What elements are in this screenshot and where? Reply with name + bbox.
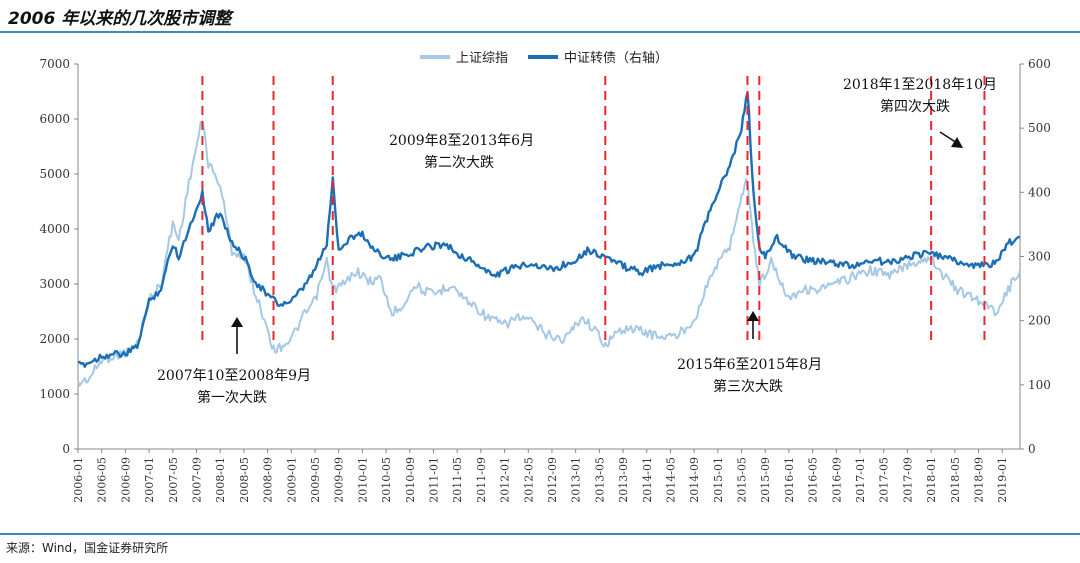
x-tick-label: 2014-05 xyxy=(664,457,677,503)
annotation-1-arrowhead xyxy=(231,317,243,327)
x-tick-label: 2009-01 xyxy=(285,457,298,503)
y-right-tick-label: 600 xyxy=(1028,57,1051,71)
x-tick-label: 2006-01 xyxy=(72,457,85,503)
x-tick-label: 2007-09 xyxy=(190,457,203,503)
annotation-1-line-2: 第一次大跌 xyxy=(197,389,267,406)
x-tick-label: 2015-09 xyxy=(759,457,772,503)
x-tick-label: 2012-09 xyxy=(546,457,559,503)
y-left-tick-label: 3000 xyxy=(39,277,70,291)
x-tick-label: 2009-09 xyxy=(333,457,346,503)
y-left-tick-label: 0 xyxy=(62,442,70,456)
chart: 0 1000 2000 3000 4000 5000 6000 7000 0 100 200 300 4… xyxy=(39,51,1050,503)
y-left-tick-label: 7000 xyxy=(39,57,70,71)
annotation-4-arrow xyxy=(939,131,958,144)
period-markers xyxy=(201,76,986,344)
legend-label-shanghai: 上证综指 xyxy=(456,51,508,66)
y-right-tick-label: 100 xyxy=(1028,378,1051,392)
y-left-tick-label: 6000 xyxy=(39,112,70,126)
annotation-2-line-1: 2009年8至2013年6月 xyxy=(389,133,534,149)
x-tick-label: 2017-05 xyxy=(878,457,891,503)
x-tick-label: 2018-01 xyxy=(925,457,938,503)
x-tick-label: 2008-09 xyxy=(262,457,275,503)
x-tick-label: 2016-09 xyxy=(830,457,843,503)
y-right-tick-label: 300 xyxy=(1028,250,1051,264)
x-tick-label: 2013-05 xyxy=(593,457,606,503)
legend: 上证综指 中证转债（右轴） xyxy=(420,51,668,66)
y-right-tick-label: 0 xyxy=(1028,442,1036,456)
annotation-2-line-2: 第二次大跌 xyxy=(424,154,494,171)
x-tick-label: 2019-01 xyxy=(996,457,1009,503)
x-tick-label: 2010-05 xyxy=(380,457,393,503)
x-tick-label: 2012-05 xyxy=(522,457,535,503)
annotation-1-line-1: 2007年10至2008年9月 xyxy=(157,368,311,384)
source-rule xyxy=(0,533,1080,535)
x-tick-label: 2009-05 xyxy=(309,457,322,503)
x-tick-label: 2012-01 xyxy=(499,457,512,503)
x-tick-label: 2015-05 xyxy=(736,457,749,503)
y-right-tick-label: 500 xyxy=(1028,121,1051,135)
x-tick-label: 2007-01 xyxy=(143,457,156,503)
x-tick-label: 2008-05 xyxy=(238,457,251,503)
legend-label-cb: 中证转债（右轴） xyxy=(564,51,668,66)
series-line-cb-index xyxy=(77,91,1021,368)
x-tick-label: 2014-09 xyxy=(688,457,701,503)
x-tick-label: 2011-09 xyxy=(475,457,488,503)
x-tick-label: 2018-05 xyxy=(949,457,962,503)
y-right-tick-label: 200 xyxy=(1028,314,1051,328)
x-tick-label: 2011-01 xyxy=(427,457,440,503)
annotation-3-line-2: 第三次大跌 xyxy=(713,378,783,395)
annotation-3-line-1: 2015年6至2015年8月 xyxy=(677,357,822,373)
x-tick-label: 2013-09 xyxy=(617,457,630,503)
annotation-4-arrowhead xyxy=(951,137,963,148)
x-tick-label: 2008-01 xyxy=(214,457,227,503)
x-tick-label: 2007-05 xyxy=(167,457,180,503)
x-tick-label: 2016-05 xyxy=(807,457,820,503)
x-tick-label: 2017-09 xyxy=(901,457,914,503)
x-tick-label: 2006-09 xyxy=(119,457,132,503)
annotation-4-line-2: 第四次大跌 xyxy=(880,98,950,115)
x-tick-label: 2013-01 xyxy=(570,457,583,503)
x-tick-label: 2006-05 xyxy=(96,457,109,503)
annotations: 2007年10至2008年9月 第一次大跌 2009年8至2013年6月 第二次… xyxy=(157,77,997,406)
y-left-tick-label: 1000 xyxy=(39,387,70,401)
annotation-3-arrowhead xyxy=(747,311,759,321)
x-tick-label: 2017-01 xyxy=(854,457,867,503)
chart-lines xyxy=(77,91,1021,387)
x-tick-label: 2010-09 xyxy=(404,457,417,503)
page-title: 2006 年以来的几次股市调整 xyxy=(8,9,232,29)
x-tick-label: 2016-01 xyxy=(783,457,796,503)
y-right-tick-label: 400 xyxy=(1028,185,1051,199)
source-note: 来源：Wind，国金证券研究所 xyxy=(6,541,169,555)
y-left-tick-label: 5000 xyxy=(39,167,70,181)
x-tick-label: 2011-05 xyxy=(451,457,464,503)
y-left-tick-label: 2000 xyxy=(39,332,70,346)
x-tick-label: 2018-09 xyxy=(973,457,986,503)
x-tick-label: 2014-01 xyxy=(641,457,654,503)
annotation-4-line-1: 2018年1至2018年10月 xyxy=(843,77,997,93)
title-rule xyxy=(0,31,1080,33)
series-line-shanghai xyxy=(77,120,1021,387)
x-tick-label: 2010-01 xyxy=(356,457,369,503)
y-left-tick-label: 4000 xyxy=(39,222,70,236)
chart-axes: 0 1000 2000 3000 4000 5000 6000 7000 0 100 200 300 4… xyxy=(39,57,1050,503)
x-tick-label: 2015-01 xyxy=(712,457,725,503)
